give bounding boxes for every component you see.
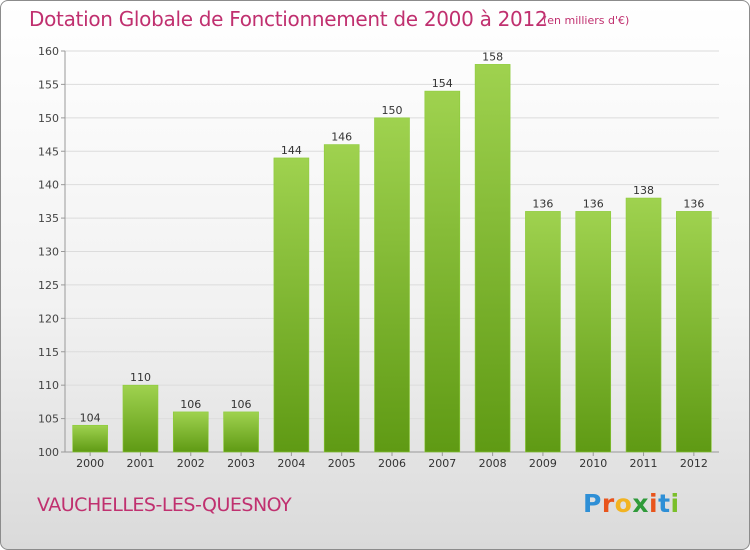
x-tick-label-2003: 2003 <box>227 457 255 470</box>
x-tick-label-2010: 2010 <box>579 457 607 470</box>
data-label-2008: 158 <box>482 50 503 63</box>
data-label-2001: 110 <box>130 371 151 384</box>
x-tick-label-2000: 2000 <box>76 457 104 470</box>
x-tick-label-2009: 2009 <box>529 457 557 470</box>
bar-2010 <box>575 211 612 453</box>
data-label-2004: 144 <box>281 144 302 157</box>
bar-layer <box>72 64 712 453</box>
bar-2002 <box>172 411 209 453</box>
bar-2003 <box>223 411 259 453</box>
logo-letter: i <box>649 489 659 518</box>
bar-2006 <box>374 117 410 453</box>
x-tick-label-2008: 2008 <box>479 457 507 470</box>
y-tick-label: 110 <box>38 379 59 392</box>
data-label-2007: 154 <box>432 77 453 90</box>
logo-letter: P <box>583 489 602 518</box>
bar-2009 <box>525 211 561 453</box>
data-label-2003: 106 <box>231 398 252 411</box>
x-tick-label-2006: 2006 <box>378 457 406 470</box>
y-tick-label: 135 <box>38 212 59 225</box>
bar-2008 <box>474 64 511 453</box>
logo-letter: r <box>601 489 615 518</box>
data-label-2010: 136 <box>583 197 604 210</box>
bar-2001 <box>122 384 159 453</box>
logo-letter: t <box>658 489 671 518</box>
y-tick-label: 145 <box>38 145 59 158</box>
data-label-2005: 146 <box>331 131 352 144</box>
y-tick-label: 120 <box>38 312 59 325</box>
label-layer: 104 2000 110 2001 106 2002 106 2003 144 2004 146 20… <box>76 50 708 470</box>
x-tick-label-2004: 2004 <box>277 457 305 470</box>
y-tick-label: 100 <box>38 446 59 459</box>
data-label-2002: 106 <box>180 398 201 411</box>
data-label-2011: 138 <box>633 184 654 197</box>
logo-letter: o <box>614 489 633 518</box>
bar-2011 <box>625 197 662 453</box>
bar-2000 <box>72 424 108 453</box>
city-name: VAUCHELLES-LES-QUESNOY <box>37 494 292 516</box>
bar-2012 <box>676 211 712 453</box>
bar-2004 <box>273 157 310 453</box>
logo-letter: x <box>632 489 649 518</box>
x-tick-label-2001: 2001 <box>126 457 154 470</box>
x-tick-label-2011: 2011 <box>630 457 658 470</box>
data-label-2012: 136 <box>683 197 704 210</box>
bar-2007 <box>424 90 461 453</box>
x-tick-label-2002: 2002 <box>177 457 205 470</box>
y-tick-label: 130 <box>38 246 59 259</box>
y-tick-label: 105 <box>38 413 59 426</box>
data-label-2009: 136 <box>532 197 553 210</box>
x-tick-label-2012: 2012 <box>680 457 708 470</box>
y-tick-label: 115 <box>38 346 59 359</box>
logo-letter: i <box>670 489 680 518</box>
data-label-2000: 104 <box>80 411 101 424</box>
bar-2005 <box>323 144 360 453</box>
y-tick-label: 160 <box>38 45 59 58</box>
y-tick-label: 140 <box>38 179 59 192</box>
y-tick-label: 150 <box>38 112 59 125</box>
chart-unit: (en milliers d'€) <box>543 14 630 27</box>
x-tick-label-2007: 2007 <box>428 457 456 470</box>
data-label-2006: 150 <box>382 104 403 117</box>
y-tick-label: 155 <box>38 78 59 91</box>
proxiti-logo[interactable]: Proxiti <box>583 489 680 518</box>
x-tick-label-2005: 2005 <box>328 457 356 470</box>
y-tick-label: 125 <box>38 279 59 292</box>
chart-title: Dotation Globale de Fonctionnement de 20… <box>29 7 548 31</box>
